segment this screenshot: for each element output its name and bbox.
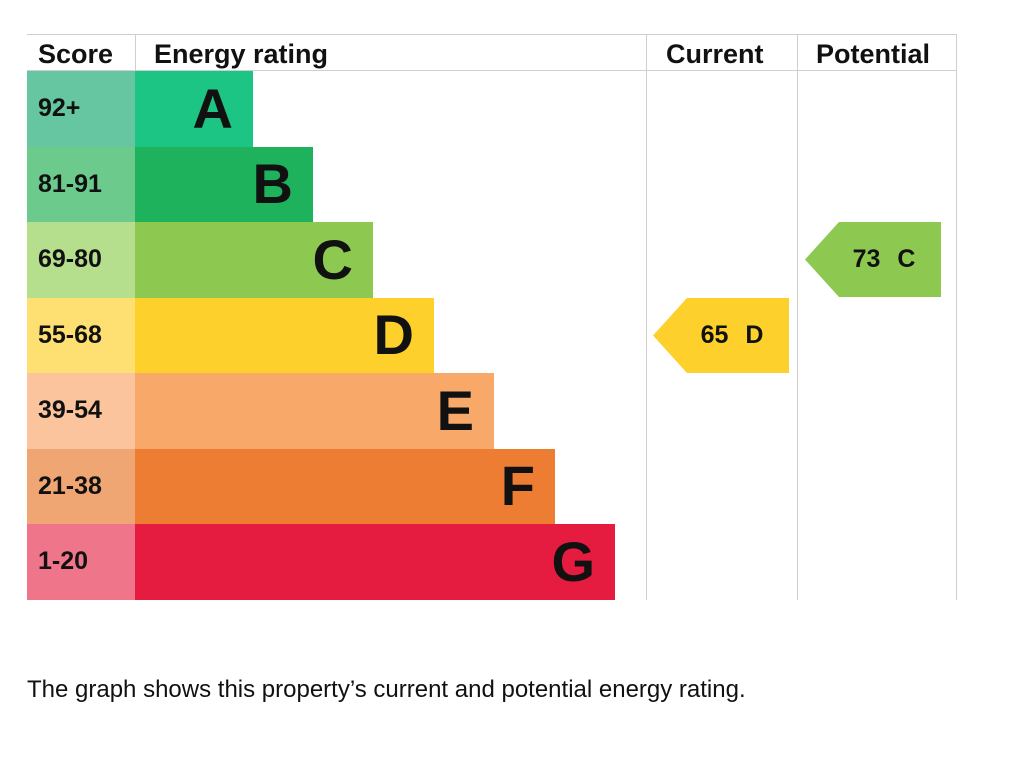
rating-letter: D — [373, 303, 414, 367]
header-divider — [27, 70, 957, 71]
header-score: Score — [38, 39, 114, 69]
score-range: 55-68 — [27, 297, 135, 373]
potential-rating-arrow: 73 C — [805, 222, 941, 297]
band-d: 55-68 D — [27, 297, 646, 373]
header-current: Current — [666, 39, 764, 69]
current-rating-arrow: 65 D — [653, 297, 789, 373]
score-range: 92+ — [27, 71, 135, 147]
arrow-shape-icon — [653, 297, 789, 373]
band-g: 1-20 G — [27, 524, 646, 600]
rating-bar: F — [135, 448, 555, 524]
rating-bar: A — [135, 71, 253, 147]
arrow-shape-icon — [805, 222, 941, 297]
band-c: 69-80 C — [27, 222, 646, 298]
score-range: 39-54 — [27, 373, 135, 449]
score-range: 1-20 — [27, 524, 135, 600]
score-range: 81-91 — [27, 146, 135, 222]
top-border — [27, 34, 957, 35]
rating-letter: F — [500, 454, 535, 518]
rating-bar: G — [135, 524, 615, 600]
column-divider-potential — [797, 34, 798, 600]
header-energy-rating: Energy rating — [154, 39, 329, 69]
right-border — [956, 34, 957, 600]
band-e: 39-54 E — [27, 373, 646, 449]
rating-letter: C — [312, 227, 353, 291]
rating-letter: G — [551, 529, 595, 593]
rating-letter: B — [252, 152, 293, 216]
rating-bar: B — [135, 146, 313, 222]
score-range: 21-38 — [27, 448, 135, 524]
column-divider-score — [135, 34, 136, 70]
score-range: 69-80 — [27, 222, 135, 298]
current-rating-label: 65 D — [700, 320, 764, 349]
potential-rating-label: 73 C — [852, 245, 916, 273]
band-f: 21-38 F — [27, 448, 646, 524]
chart-caption: The graph shows this property’s current … — [27, 676, 746, 703]
column-divider-current — [646, 34, 647, 600]
header-potential: Potential — [816, 39, 931, 69]
energy-rating-chart: Score Energy rating Current Potential 92… — [27, 34, 957, 600]
rating-bar: D — [135, 297, 434, 373]
rating-letter: A — [192, 76, 233, 140]
rating-bar: C — [135, 222, 373, 298]
band-a: 92+ A — [27, 71, 646, 147]
rating-letter: E — [436, 378, 474, 442]
band-b: 81-91 B — [27, 146, 646, 222]
rating-bar: E — [135, 373, 494, 449]
